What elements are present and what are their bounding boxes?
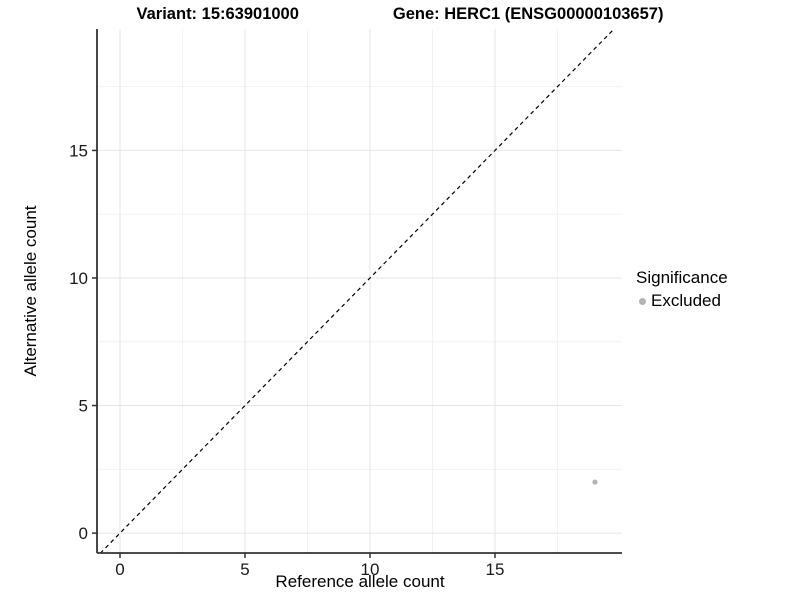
identity-dashed-line: [99, 29, 615, 553]
y-tick-label: 0: [79, 524, 88, 543]
data-point: [592, 479, 598, 485]
x-tick-label: 0: [115, 560, 124, 579]
legend-item-excluded: Excluded: [636, 291, 728, 311]
x-axis-title: Reference allele count: [275, 572, 445, 591]
y-tick-label: 15: [69, 141, 88, 160]
legend-title: Significance: [636, 268, 728, 287]
legend-point-icon: [639, 297, 646, 305]
legend: Significance Excluded: [636, 268, 728, 311]
y-axis-title: Alternative allele count: [21, 205, 40, 377]
x-tick-label: 15: [486, 560, 505, 579]
legend-item-label: Excluded: [651, 291, 721, 310]
gridlines-major: [97, 29, 622, 553]
gene-title: Gene: HERC1 (ENSG00000103657): [392, 5, 664, 23]
plot-title: Variant: 15:63901000 Gene: HERC1 (ENSG00…: [0, 5, 800, 24]
y-tick-label: 5: [79, 397, 88, 416]
x-tick-label: 5: [240, 560, 249, 579]
y-tick-label: 10: [69, 269, 88, 288]
x-tick-label: 10: [361, 560, 380, 579]
variant-title: Variant: 15:63901000: [136, 5, 299, 23]
gridlines-minor: [97, 29, 622, 553]
